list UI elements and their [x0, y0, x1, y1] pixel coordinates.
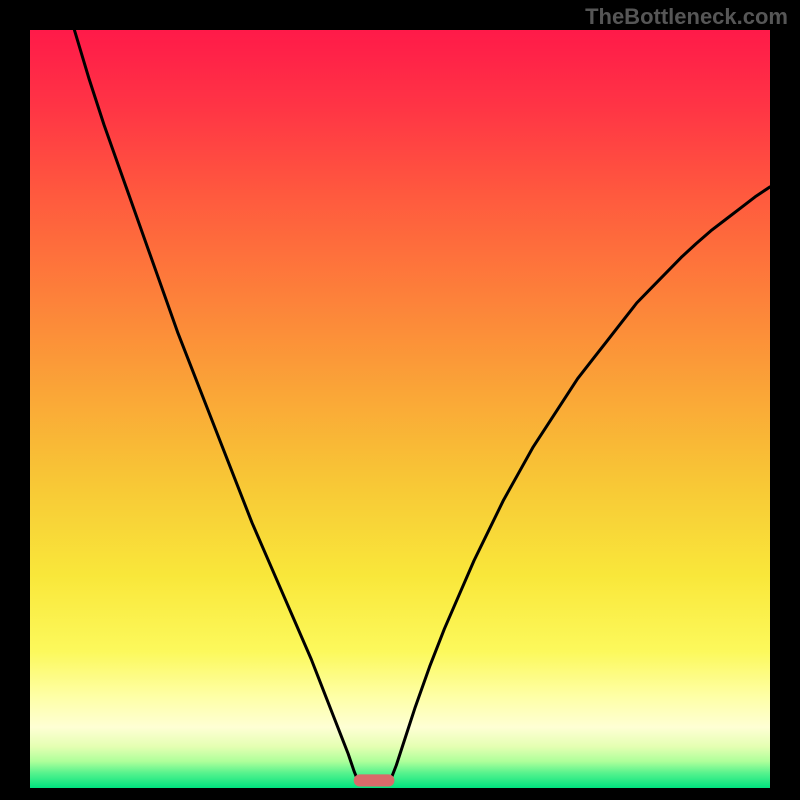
figure-container: TheBottleneck.com	[0, 0, 800, 800]
bottleneck-chart: TheBottleneck.com	[0, 0, 800, 800]
plot-background	[30, 30, 770, 788]
optimal-zone-marker	[354, 774, 395, 786]
watermark-text: TheBottleneck.com	[585, 4, 788, 29]
